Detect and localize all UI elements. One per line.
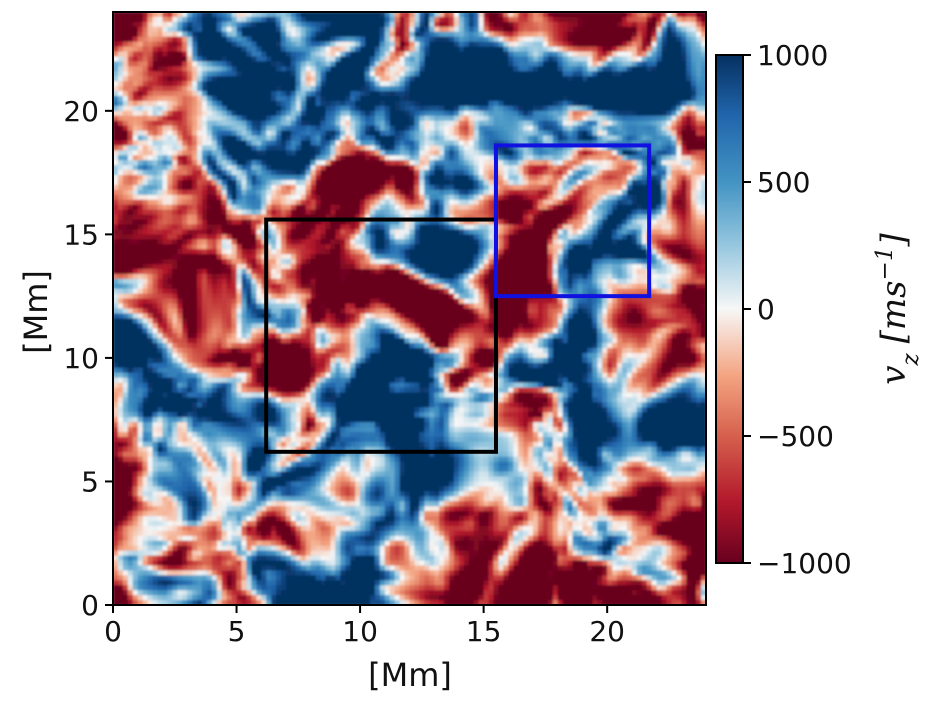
y-tick-label: 0 [81,589,99,622]
region-box-blue [493,143,652,299]
y-tick-label: 10 [63,342,99,375]
y-axis-label: [Mm] [17,270,55,354]
x-axis-label: [Mm] [368,656,452,694]
heatmap-field [113,12,706,605]
colorbar-tick-label: 1000 [757,39,828,72]
colorbar: 1000 500 0 −500 −1000 vz[ms−1] [715,39,924,580]
x-tick-label: 20 [589,615,625,648]
x-tick-label: 15 [466,615,502,648]
x-tick-label: 5 [228,615,246,648]
colorbar-tick-label: 0 [757,293,775,326]
colorbar-gradient [715,54,744,564]
colorbar-label: vz[ms−1] [872,233,924,385]
colorbar-tick-label: −1000 [757,547,852,580]
x-tick-label: 10 [342,615,378,648]
colorbar-tick-label: 500 [757,166,810,199]
y-tick-label: 20 [63,95,99,128]
y-axis: 0 5 10 15 20 [63,95,113,622]
plot-frame [112,11,707,606]
y-tick-label: 15 [63,218,99,251]
x-tick-label: 0 [104,615,122,648]
x-axis: 0 5 10 15 20 [104,605,625,648]
colorbar-ticks: 1000 500 0 −500 −1000 [743,39,852,580]
colorbar-tick-label: −500 [757,420,834,453]
region-box-black [264,217,498,454]
y-tick-label: 5 [81,465,99,498]
